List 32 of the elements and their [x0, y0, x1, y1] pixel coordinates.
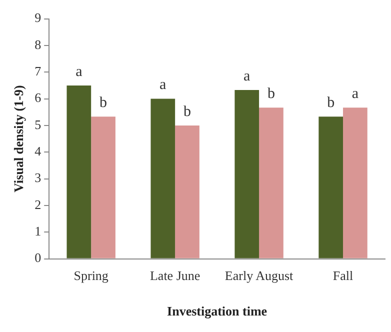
- annotation: a: [76, 64, 83, 80]
- bar: [234, 90, 260, 258]
- annotation: b: [100, 95, 108, 112]
- annotation: b: [267, 86, 275, 102]
- y-tick-label: 0: [34, 250, 42, 266]
- x-tick-label: Fall: [332, 268, 354, 284]
- y-tick-label: 2: [34, 196, 42, 212]
- y-tick-label: 1: [34, 224, 42, 239]
- y-tick-label: 6: [34, 90, 42, 106]
- y-tick-label: 8: [34, 36, 42, 52]
- y-tick-label: 9: [34, 10, 42, 26]
- bar: [175, 125, 200, 258]
- x-tick-label: Late June: [150, 268, 200, 284]
- y-tick-label: 7: [34, 64, 42, 79]
- x-axis-title: Investigation time: [167, 304, 268, 319]
- y-tick-label: 3: [34, 170, 42, 186]
- bar: [150, 98, 176, 258]
- bar: [91, 116, 116, 258]
- annotation: a: [352, 86, 359, 102]
- bar: [66, 85, 92, 258]
- annotation: b: [327, 95, 335, 112]
- bar: [318, 116, 344, 258]
- x-tick-label: Early August: [224, 268, 294, 284]
- annotation: a: [244, 68, 251, 84]
- y-tick-label: 5: [34, 116, 42, 132]
- y-tick-label: 4: [34, 144, 42, 159]
- bar: [343, 108, 368, 258]
- y-axis-title: Visual density (1-9): [11, 85, 26, 192]
- annotation: b: [183, 104, 191, 120]
- bar: [259, 108, 284, 258]
- x-tick-label: Spring: [74, 268, 109, 284]
- annotation: a: [160, 77, 167, 94]
